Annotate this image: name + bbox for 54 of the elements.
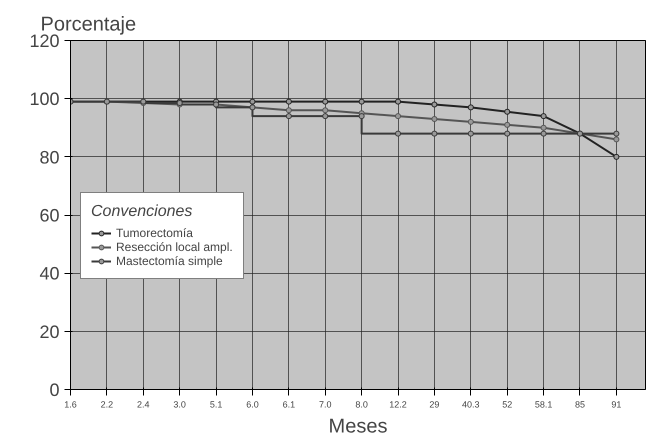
x-tick-label: 5.1 bbox=[210, 400, 222, 410]
x-tick-label: 8.0 bbox=[355, 400, 368, 410]
x-tick-label: 29 bbox=[429, 400, 440, 410]
point bbox=[358, 98, 365, 105]
point bbox=[540, 130, 547, 137]
point bbox=[468, 130, 474, 137]
point bbox=[395, 113, 402, 120]
x-tick-label: 7.0 bbox=[318, 400, 332, 410]
point bbox=[249, 98, 256, 105]
point bbox=[395, 130, 402, 137]
x-tick-label: 58.1 bbox=[534, 400, 552, 410]
x-tick-label: 3.0 bbox=[173, 400, 186, 410]
x-tick-label: 2.2 bbox=[100, 400, 114, 410]
point bbox=[286, 107, 292, 114]
x-tick-label: 12.2 bbox=[389, 400, 407, 410]
x-tick-label: 91 bbox=[611, 400, 622, 410]
x-tick-label: 1.6 bbox=[64, 400, 77, 410]
point bbox=[613, 154, 620, 160]
point bbox=[504, 122, 510, 128]
x-tick-label: 85 bbox=[574, 400, 586, 410]
x-tick-label: 6.1 bbox=[282, 400, 296, 410]
point bbox=[613, 130, 620, 137]
legend-label: Tumorectomía bbox=[116, 226, 193, 240]
point bbox=[395, 98, 402, 105]
point bbox=[286, 98, 292, 105]
legend-label: Mastectomía simple bbox=[116, 254, 223, 268]
point bbox=[322, 107, 328, 114]
point bbox=[358, 113, 365, 120]
x-tick-label: 6.0 bbox=[246, 400, 259, 410]
x-axis-title: Meses bbox=[328, 416, 388, 438]
point bbox=[504, 130, 510, 137]
point bbox=[431, 130, 438, 137]
y-tick-label: 80 bbox=[39, 147, 60, 168]
point bbox=[540, 113, 547, 120]
point bbox=[540, 124, 547, 131]
point bbox=[468, 104, 474, 110]
x-tick-label: 2.4 bbox=[137, 400, 150, 410]
point bbox=[431, 101, 438, 108]
legend-label: Resección local ampl. bbox=[116, 240, 233, 254]
y-tick-label: 60 bbox=[39, 206, 60, 226]
x-tick-label: 40.3 bbox=[462, 400, 480, 410]
point bbox=[468, 118, 474, 125]
point bbox=[322, 98, 328, 105]
y-tick-label: 40 bbox=[39, 264, 60, 284]
y-tick-label: 0 bbox=[49, 380, 60, 400]
point bbox=[504, 108, 510, 115]
point bbox=[286, 113, 292, 120]
legend-title: Convenciones bbox=[91, 203, 194, 221]
point bbox=[322, 113, 328, 120]
y-tick-label: 100 bbox=[29, 89, 60, 110]
point bbox=[431, 116, 438, 122]
y-tick-label: 20 bbox=[39, 322, 60, 342]
point bbox=[613, 136, 620, 142]
x-tick-label: 52 bbox=[502, 400, 512, 410]
